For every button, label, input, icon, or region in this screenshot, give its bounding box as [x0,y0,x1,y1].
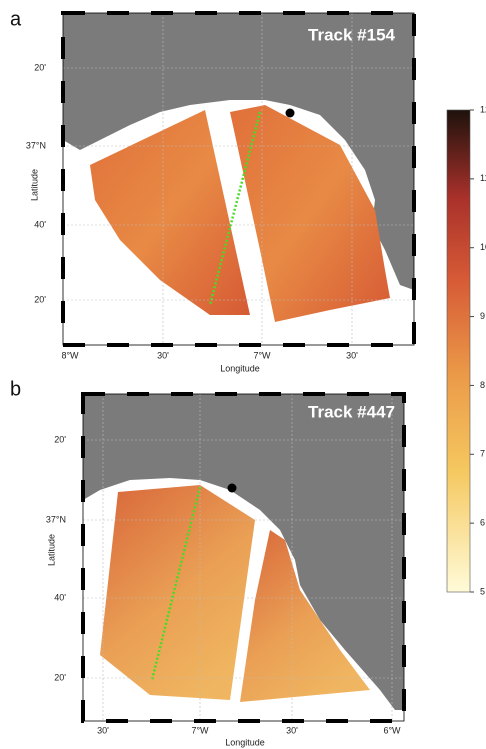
track-title: Track #447 [308,402,395,421]
y-tick-label: 37°N [46,514,66,524]
panel-label: a [10,8,22,30]
y-tick-label: 20' [34,62,46,72]
x-tick-label: 7°W [191,725,209,735]
map-a [61,11,416,347]
y-tick-label: 40' [34,219,46,229]
colorbar-tick-label: 11 [480,173,486,183]
colorbar-tick-label: 12 [480,104,486,114]
x-axis-label: Longitude [220,363,260,373]
x-tick-label: 8°W [61,350,79,360]
x-tick-label: 30' [346,350,358,360]
colorbar-tick-label: 5 [480,586,485,596]
y-tick-label: 20' [34,294,46,304]
colorbar-tick-label: 10 [480,242,486,252]
y-tick-label: 40' [54,592,66,602]
colorbar-tick-label: 9 [480,311,485,321]
x-tick-label: 30' [97,725,109,735]
y-axis-label: Latitude [29,169,39,201]
panel-label: b [10,378,21,400]
y-axis-label: Latitude [46,534,56,566]
y-tick-label: 20' [54,672,66,682]
colorbar-tick-label: 8 [480,380,485,390]
colorbar-tick-label: 6 [480,518,485,528]
y-tick-label: 20' [54,434,66,444]
colorbar-tick-label: 7 [480,449,485,459]
x-tick-label: 30' [286,725,298,735]
map-b [81,392,406,723]
y-tick-label: 37°N [26,140,46,150]
x-tick-label: 30' [157,350,169,360]
x-tick-label: 6°W [383,725,401,735]
x-axis-label: Longitude [225,737,265,747]
colorbar [446,109,471,593]
x-tick-label: 7°W [253,350,271,360]
track-title: Track #154 [308,25,396,44]
